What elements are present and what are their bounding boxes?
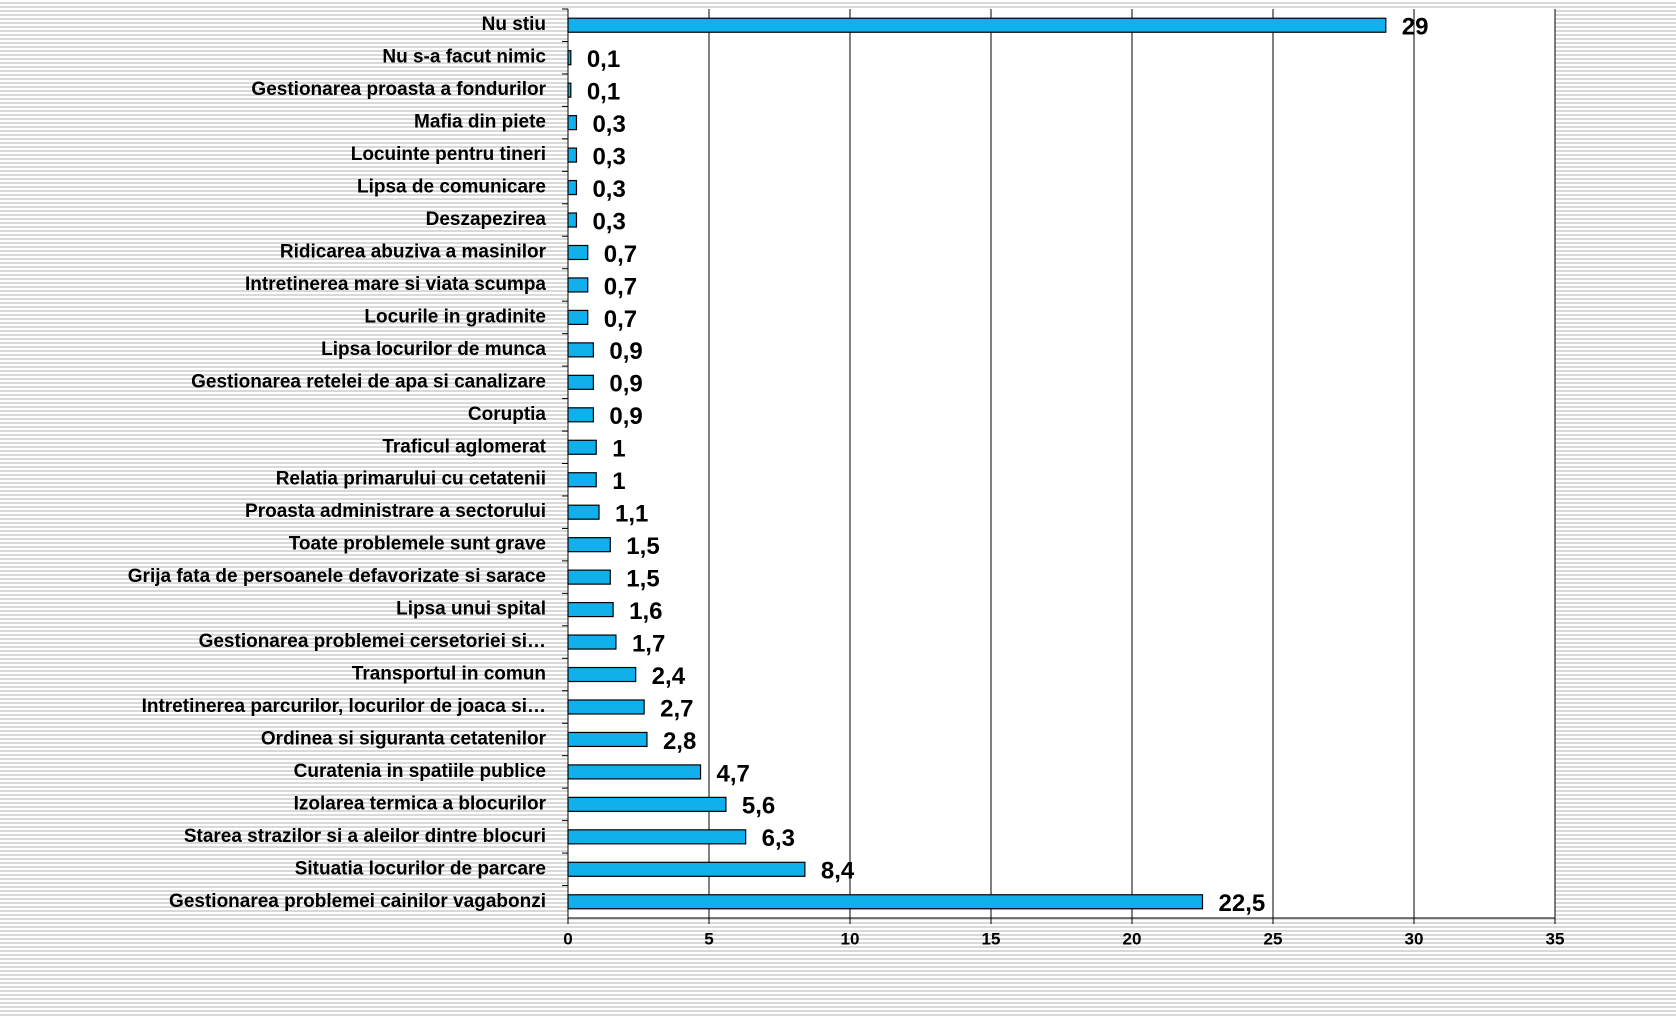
bar <box>567 569 611 585</box>
y-tick-label: Izolarea termica a blocurilor <box>294 793 547 814</box>
y-tick-label: Ordinea si siguranta cetatenilor <box>261 728 547 749</box>
bar <box>567 601 614 618</box>
bar <box>567 147 578 163</box>
bar <box>567 537 611 553</box>
bar <box>567 115 578 131</box>
y-tick-label: Nu stiu <box>482 14 546 35</box>
y-tick-label: Starea strazilor si a aleilor dintre blo… <box>184 826 546 847</box>
y-tick-label: Nu s-a facut nimic <box>382 47 546 68</box>
value-label: 4,7 <box>717 760 750 787</box>
x-tick-label: 0 <box>563 929 572 948</box>
value-label: 0,7 <box>604 241 637 268</box>
value-label: 0,7 <box>604 273 637 300</box>
y-tick-label: Toate problemele sunt grave <box>289 534 546 555</box>
y-tick-label: Grija fata de persoanele defavorizate si… <box>128 566 546 587</box>
y-tick-label: Ridicarea abuziva a masinilor <box>280 241 547 262</box>
value-label: 6,3 <box>762 825 795 852</box>
value-label: 1,7 <box>632 630 665 657</box>
value-label: 2,7 <box>660 695 693 722</box>
bar <box>567 829 747 845</box>
bar <box>567 439 597 455</box>
y-tick-label: Lipsa de comunicare <box>357 177 546 198</box>
bar <box>567 634 617 650</box>
y-tick-label: Lipsa locurilor de munca <box>321 339 546 360</box>
x-tick-label: 25 <box>1264 929 1283 948</box>
value-label: 1,5 <box>626 565 659 592</box>
bar <box>567 374 594 390</box>
x-tick-label: 5 <box>704 929 713 948</box>
bar <box>567 82 572 98</box>
value-label: 0,3 <box>592 208 625 235</box>
value-label: 0,3 <box>592 111 625 138</box>
bar <box>567 50 572 66</box>
x-tick-label: 10 <box>841 929 860 948</box>
bar <box>567 244 589 261</box>
y-tick-label: Deszapezirea <box>426 209 547 230</box>
y-tick-label: Relatia primarului cu cetatenii <box>276 469 546 490</box>
value-label: 1,1 <box>615 501 648 528</box>
value-label: 1 <box>612 436 625 463</box>
x-tick-label: 15 <box>982 929 1001 948</box>
bar <box>567 796 727 812</box>
value-label: 1,6 <box>629 598 662 625</box>
value-label: 29 <box>1402 14 1429 41</box>
bar <box>567 342 594 358</box>
value-label: 22,5 <box>1219 890 1266 917</box>
bar <box>567 277 589 293</box>
value-label: 8,4 <box>821 858 855 885</box>
bar <box>567 861 806 877</box>
bar <box>567 309 589 326</box>
bar <box>567 764 702 780</box>
y-tick-label: Locurile in gradinite <box>364 306 546 327</box>
y-tick-label: Gestionarea problemei cersetoriei si… <box>199 631 546 652</box>
y-tick-label: Gestionarea retelei de apa si canalizare <box>191 371 546 392</box>
value-label: 2,4 <box>652 663 686 690</box>
bar <box>567 699 645 715</box>
x-tick-label: 35 <box>1546 929 1565 948</box>
value-label: 1,5 <box>626 533 659 560</box>
bar <box>567 666 637 683</box>
plot-area <box>568 9 1555 918</box>
x-tick-label: 30 <box>1405 929 1424 948</box>
y-tick-label: Mafia din piete <box>414 112 546 133</box>
value-label: 0,3 <box>592 143 625 170</box>
y-tick-label: Traficul aglomerat <box>382 436 546 457</box>
value-label: 0,7 <box>604 306 637 333</box>
y-tick-label: Gestionarea problemei cainilor vagabonzi <box>169 891 546 912</box>
value-label: 0,9 <box>609 403 642 430</box>
y-tick-label: Gestionarea proasta a fondurilor <box>251 79 546 100</box>
y-tick-label: Proasta administrare a sectorului <box>245 501 546 522</box>
bar <box>567 179 578 196</box>
y-tick-label: Coruptia <box>468 404 547 425</box>
bar <box>567 407 594 423</box>
value-label: 5,6 <box>742 793 775 820</box>
y-tick-label: Locuinte pentru tineri <box>351 144 546 165</box>
y-tick-label: Curatenia in spatiile publice <box>294 761 546 782</box>
y-tick-label: Intretinerea mare si viata scumpa <box>245 274 546 295</box>
y-tick-label: Transportul in comun <box>352 664 546 685</box>
value-label: 0,1 <box>587 79 620 106</box>
value-label: 0,3 <box>592 176 625 203</box>
y-tick-label: Intretinerea parcurilor, locurilor de jo… <box>142 696 546 717</box>
y-tick-label: Lipsa unui spital <box>396 599 546 620</box>
bar <box>567 17 1387 33</box>
bar <box>567 504 600 520</box>
bar <box>567 212 578 228</box>
x-tick-label: 20 <box>1123 929 1142 948</box>
value-label: 0,1 <box>587 46 620 73</box>
value-label: 0,9 <box>609 371 642 398</box>
value-label: 0,9 <box>609 338 642 365</box>
value-label: 2,8 <box>663 728 696 755</box>
bar <box>567 731 648 748</box>
bar <box>567 472 597 488</box>
y-tick-label: Situatia locurilor de parcare <box>295 858 546 879</box>
bar <box>567 894 1204 910</box>
value-label: 1 <box>612 468 625 495</box>
